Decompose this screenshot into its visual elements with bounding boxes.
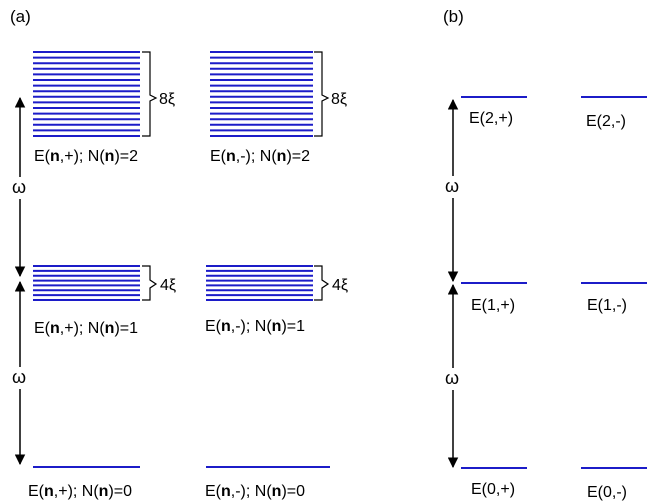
omega-label-upper: ω	[12, 177, 26, 197]
caption-n1-minus: E(n,-); N(n)=1	[205, 318, 305, 335]
bracket-n1-plus	[142, 265, 158, 301]
level-label-1-plus: E(1,+)	[471, 297, 515, 314]
caption-n2-minus: E(n,-); N(n)=2	[210, 148, 310, 165]
level-stack-n2-plus	[33, 51, 140, 137]
omega-label-bg	[11, 177, 29, 199]
bracket-label-n2-plus: 8ξ	[159, 91, 175, 108]
omega-label-lower: ω	[12, 367, 26, 387]
panel-b-label: (b)	[443, 7, 464, 26]
level-label-0-plus: E(0,+)	[471, 481, 515, 498]
omega-label-upper-b: ω	[445, 176, 459, 196]
omega-label-bg	[444, 176, 462, 198]
caption-n0-minus: E(n,-); N(n)=0	[205, 483, 305, 500]
bracket-n2-plus	[142, 51, 158, 137]
caption-n1-plus: E(n,+); N(n)=1	[34, 320, 138, 337]
bracket-n2-minus	[314, 51, 330, 137]
omega-label-lower-b: ω	[445, 368, 459, 388]
bracket-n1-minus	[314, 265, 330, 301]
omega-label-bg	[11, 367, 29, 389]
level-label-2-minus: E(2,-)	[586, 113, 626, 130]
level-label-1-minus: E(1,-)	[587, 297, 627, 314]
bracket-label-n1-plus: 4ξ	[160, 277, 176, 294]
caption-n0-plus: E(n,+); N(n)=0	[28, 483, 132, 500]
level-stack-n1-minus	[206, 265, 313, 301]
panel-b: (b) E(2,+) E(2,-) E(1,+) E(1,-) E(0,+) E…	[443, 7, 647, 501]
panel-a-label: (a)	[10, 7, 31, 26]
level-label-2-plus: E(2,+)	[469, 110, 513, 127]
level-stack-n2-minus	[210, 51, 313, 137]
level-label-0-minus: E(0,-)	[587, 484, 627, 501]
caption-n2-plus: E(n,+); N(n)=2	[34, 148, 138, 165]
level-stack-n1-plus	[33, 265, 140, 301]
omega-label-bg	[444, 368, 462, 390]
bracket-label-n1-minus: 4ξ	[332, 277, 348, 294]
panel-a: (a) 8ξ 8ξ 4ξ 4ξ E(n,+); N(n)=2 E(n,-); N…	[10, 7, 348, 500]
bracket-label-n2-minus: 8ξ	[331, 91, 347, 108]
